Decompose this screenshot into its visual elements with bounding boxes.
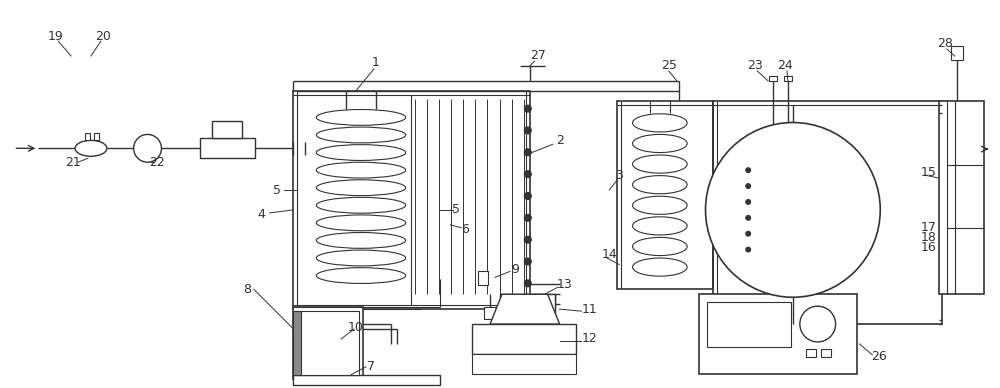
Text: 8: 8 [243, 283, 251, 296]
Bar [293, 375, 440, 385]
Text: 7: 7 [367, 360, 375, 373]
Circle shape [746, 184, 751, 189]
Circle shape [800, 306, 836, 342]
Bar [293, 311, 301, 375]
Text: 9: 9 [511, 263, 519, 276]
Ellipse shape [633, 155, 687, 173]
Circle shape [524, 127, 531, 134]
Bar [713, 100, 942, 324]
Ellipse shape [316, 232, 406, 248]
Bar [484, 307, 496, 319]
Circle shape [524, 105, 531, 112]
Text: 2: 2 [556, 134, 564, 147]
Ellipse shape [316, 215, 406, 231]
Text: 18: 18 [921, 231, 937, 244]
Text: 17: 17 [921, 221, 937, 234]
Bar [293, 307, 363, 379]
Ellipse shape [316, 127, 406, 143]
Bar [297, 311, 359, 375]
Ellipse shape [75, 140, 107, 156]
Text: 23: 23 [747, 59, 763, 73]
Text: 28: 28 [937, 36, 953, 50]
Text: 21: 21 [65, 156, 81, 169]
Circle shape [746, 199, 751, 204]
Text: 16: 16 [921, 241, 937, 254]
Ellipse shape [316, 250, 406, 266]
Ellipse shape [316, 162, 406, 178]
Ellipse shape [633, 258, 687, 276]
Ellipse shape [633, 114, 687, 132]
Text: 19: 19 [47, 29, 63, 43]
Text: 4: 4 [258, 208, 266, 221]
Circle shape [524, 214, 531, 221]
Ellipse shape [316, 180, 406, 196]
Circle shape [746, 247, 751, 252]
Text: 13: 13 [557, 278, 572, 291]
Text: 25: 25 [661, 59, 677, 73]
Ellipse shape [316, 109, 406, 125]
Bar [212, 121, 242, 139]
Circle shape [524, 258, 531, 265]
Text: 5: 5 [452, 203, 460, 217]
Ellipse shape [633, 196, 687, 214]
Bar [293, 91, 530, 309]
Bar [500, 294, 555, 349]
Circle shape [524, 280, 531, 287]
Circle shape [746, 168, 751, 173]
Text: 22: 22 [150, 156, 165, 169]
Ellipse shape [316, 197, 406, 213]
Text: 14: 14 [601, 248, 617, 261]
Bar [472, 354, 576, 374]
Bar [472, 324, 576, 354]
Circle shape [746, 215, 751, 220]
Text: 27: 27 [530, 50, 546, 62]
Bar [478, 272, 488, 285]
Bar [951, 46, 963, 60]
Ellipse shape [316, 268, 406, 284]
Text: 26: 26 [871, 350, 887, 363]
Bar [94, 133, 99, 140]
Text: 20: 20 [95, 29, 111, 43]
Text: 6: 6 [461, 223, 469, 236]
Text: 10: 10 [348, 320, 364, 334]
Text: 5: 5 [273, 184, 281, 197]
Text: 11: 11 [581, 303, 597, 316]
Circle shape [524, 149, 531, 156]
Circle shape [746, 231, 751, 236]
Ellipse shape [316, 145, 406, 161]
Bar [784, 76, 792, 81]
Ellipse shape [633, 217, 687, 235]
Text: 1: 1 [372, 56, 380, 69]
Bar [200, 139, 255, 158]
Text: 3: 3 [615, 169, 623, 182]
Text: 24: 24 [777, 59, 793, 73]
Bar [939, 100, 984, 294]
Bar [85, 133, 90, 140]
Ellipse shape [633, 134, 687, 152]
Bar [617, 100, 713, 289]
Circle shape [524, 192, 531, 199]
Ellipse shape [633, 176, 687, 194]
Circle shape [524, 236, 531, 243]
Polygon shape [490, 294, 560, 324]
Text: 12: 12 [581, 333, 597, 345]
Bar [769, 76, 777, 81]
Bar [821, 349, 831, 357]
Ellipse shape [633, 237, 687, 256]
Text: 15: 15 [921, 166, 937, 178]
Bar [699, 294, 857, 374]
Bar [707, 302, 791, 347]
Circle shape [134, 134, 161, 162]
Bar [806, 349, 816, 357]
Circle shape [706, 123, 880, 297]
Circle shape [524, 171, 531, 178]
